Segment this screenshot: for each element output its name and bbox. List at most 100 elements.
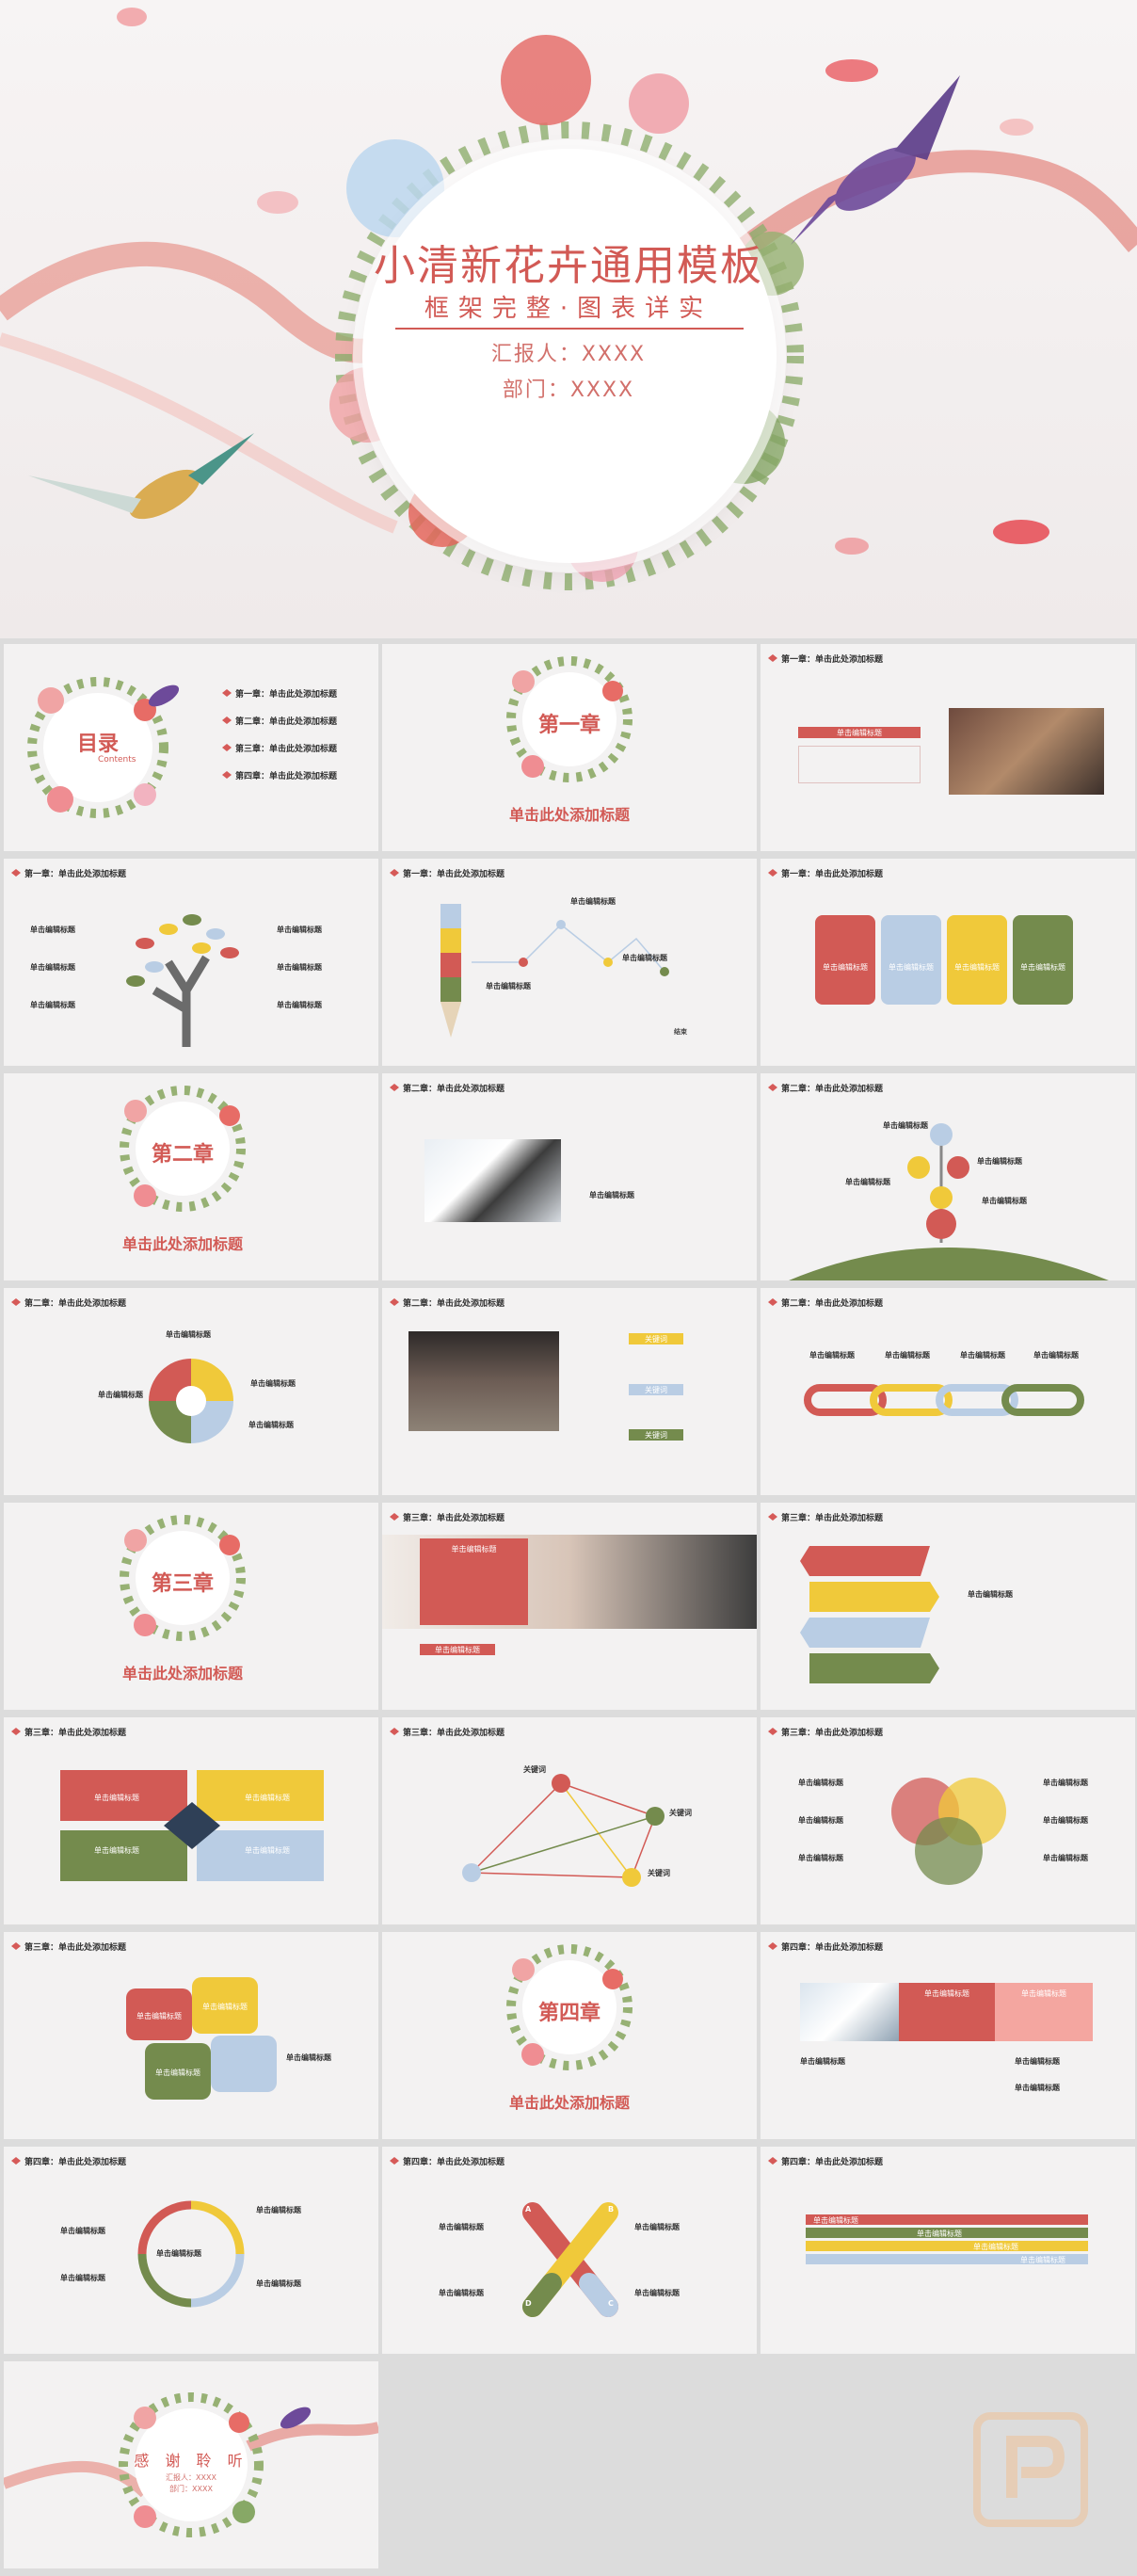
slide-header: 第一章：单击此处添加标题 <box>768 866 883 879</box>
cycle-label-bottom: 单击编辑标题 <box>248 1421 294 1429</box>
pencil-diagram <box>440 904 669 1038</box>
slide-chapter-1[interactable]: 第一章 单击此处添加标题 <box>382 644 757 851</box>
diamond-icon <box>768 1728 777 1735</box>
cycle-label-right: 单击编辑标题 <box>250 1379 296 1388</box>
step-bar-2-label: 单击编辑标题 <box>917 2230 962 2238</box>
text-card <box>420 1538 528 1625</box>
diamond-icon <box>768 1298 777 1306</box>
step-label-2: 单击编辑标题 <box>977 1157 1022 1166</box>
card-pink <box>995 1983 1093 2041</box>
slide-ch4-abcd[interactable]: 第四章：单击此处添加标题 A B C D 单击编辑标题 单击编辑标题 单击编辑标… <box>382 2147 757 2354</box>
slide-ch2-photo[interactable]: 第二章：单击此处添加标题 单击编辑标题 <box>382 1073 757 1280</box>
puzzle-label-1: 单击编辑标题 <box>136 2012 182 2021</box>
slide-ch4-steps[interactable]: 第四章：单击此处添加标题 单击编辑标题 单击编辑标题 单击编辑标题 单击编辑标题 <box>761 2147 1135 2354</box>
slide-toc[interactable]: 目录 Contents 第一章：单击此处添加标题 第二章：单击此处添加标题 第三… <box>4 644 378 851</box>
cycle-diagram <box>149 1359 233 1443</box>
slide-ch3-triangle[interactable]: 第三章：单击此处添加标题 关键词 关键词 关键词 <box>382 1717 757 1924</box>
step-label-4: 单击编辑标题 <box>982 1197 1027 1205</box>
quadrant-label-4: 单击编辑标题 <box>245 1846 290 1855</box>
slide-header: 第二章：单击此处添加标题 <box>768 1296 883 1309</box>
text-box <box>798 746 921 783</box>
toc-title: 目录 <box>77 733 120 756</box>
toc-item-4[interactable]: 第四章：单击此处添加标题 <box>222 768 337 781</box>
slide-ch1-tree[interactable]: 第一章：单击此处添加标题 单击编辑标题 单击编辑标题 单击编辑标题 单击编辑标题… <box>4 859 378 1066</box>
card-green-label: 单击编辑标题 <box>1020 963 1065 972</box>
triangle-label-1: 关键词 <box>523 1765 546 1774</box>
ending-title: 感 谢 聆 听 <box>134 2452 248 2470</box>
chapter-wreath <box>120 1086 246 1212</box>
pencil-end-label: 结束 <box>674 1028 687 1036</box>
card-blue <box>881 915 941 1005</box>
slide-ch1-cards[interactable]: 第一章：单击此处添加标题 单击编辑标题 单击编辑标题 单击编辑标题 单击编辑标题 <box>761 859 1135 1066</box>
pencil-label-3: 单击编辑标题 <box>622 954 667 962</box>
slide-ch2-chain[interactable]: 第二章：单击此处添加标题 单击编辑标题 单击编辑标题 单击编辑标题 单击编辑标题 <box>761 1288 1135 1495</box>
cover-department: 部门：XXXX <box>502 378 635 402</box>
keyword-bar-3 <box>629 1429 683 1441</box>
puzzle-label-2: 单击编辑标题 <box>202 2003 248 2011</box>
abcd-label-3: 单击编辑标题 <box>634 2223 680 2231</box>
slide-chapter-2[interactable]: 第二章 单击此处添加标题 <box>4 1073 378 1280</box>
chapter-title: 第一章 <box>537 714 601 737</box>
venn-label-6: 单击编辑标题 <box>1043 1854 1088 1862</box>
toc-item-2[interactable]: 第二章：单击此处添加标题 <box>222 714 337 727</box>
slide-ch4-ring[interactable]: 第四章：单击此处添加标题 单击编辑标题 单击编辑标题 单击编辑标题 单击编辑标题… <box>4 2147 378 2354</box>
keyword-label-3: 关键词 <box>645 1431 667 1440</box>
triangle-diagram <box>462 1774 665 1887</box>
venn-diagram <box>891 1778 1006 1885</box>
slide-ch1-pencil[interactable]: 第一章：单击此处添加标题 单击编辑标题 单击编辑标题 单击编辑标题 结束 <box>382 859 757 1066</box>
slide-ending[interactable]: 感 谢 聆 听 汇报人：XXXX 部门：XXXX <box>4 2361 378 2568</box>
ring-center-label: 单击编辑标题 <box>156 2249 201 2258</box>
slide-ch2-cycle[interactable]: 第二章：单击此处添加标题 单击编辑标题 单击编辑标题 单击编辑标题 单击编辑标题 <box>4 1288 378 1495</box>
photo-street <box>949 708 1104 795</box>
slide-header: 第三章：单击此处添加标题 <box>390 1510 504 1523</box>
cover-slide[interactable]: 小清新花卉通用模板 框架完整·图表详实 汇报人：XXXX 部门：XXXX <box>0 0 1137 638</box>
photo-alley <box>408 1331 559 1431</box>
chapter-subtitle: 单击此处添加标题 <box>121 1235 243 1253</box>
slide-ch4-cards[interactable]: 第四章：单击此处添加标题 单击编辑标题 单击编辑标题 单击编辑标题 单击编辑标题… <box>761 1932 1135 2139</box>
slide-header: 第三章：单击此处添加标题 <box>768 1510 883 1523</box>
chain-diagram <box>804 1384 1084 1416</box>
slide-ch3-puzzle[interactable]: 第三章：单击此处添加标题 单击编辑标题 单击编辑标题 单击编辑标题 单击编辑标题 <box>4 1932 378 2139</box>
toc-item-3[interactable]: 第三章：单击此处添加标题 <box>222 741 337 754</box>
card-pink-title: 单击编辑标题 <box>1021 1989 1066 1998</box>
ending-department: 部门：XXXX <box>169 2485 213 2493</box>
keyword-label-2: 关键词 <box>645 1386 667 1394</box>
slide-ch2-flower-steps[interactable]: 第二章：单击此处添加标题 单击编辑标题 单击编辑标题 单击编辑标题 单击编辑标题 <box>761 1073 1135 1280</box>
toc-item-1[interactable]: 第一章：单击此处添加标题 <box>222 686 337 700</box>
slide-ch3-keyboard[interactable]: 第三章：单击此处添加标题 单击编辑标题 单击编辑标题 <box>382 1503 757 1710</box>
diamond-icon <box>222 771 232 779</box>
step-bar-3 <box>806 2241 1088 2251</box>
cover-reporter: 汇报人：XXXX <box>490 343 647 366</box>
photo-chart <box>800 1983 899 2041</box>
slide-ch2-keywords[interactable]: 第二章：单击此处添加标题 关键词 关键词 关键词 <box>382 1288 757 1495</box>
slide-chapter-3[interactable]: 第三章 单击此处添加标题 <box>4 1503 378 1710</box>
cover-title: 小清新花卉通用模板 <box>374 242 763 290</box>
triangle-label-3: 关键词 <box>648 1869 670 1877</box>
chapter-subtitle: 单击此处添加标题 <box>508 806 630 824</box>
ring-label-2: 单击编辑标题 <box>60 2274 105 2282</box>
watermark-logo <box>973 2412 1088 2527</box>
tree-label-1: 单击编辑标题 <box>30 926 75 934</box>
slide-chapter-4[interactable]: 第四章 单击此处添加标题 <box>382 1932 757 2139</box>
chapter-title: 第三章 <box>151 1572 214 1596</box>
slide-ch3-venn[interactable]: 第三章：单击此处添加标题 单击编辑标题 单击编辑标题 单击编辑标题 单击编辑标题… <box>761 1717 1135 1924</box>
pencil-label-1: 单击编辑标题 <box>570 897 616 906</box>
diamond-icon <box>768 1084 777 1091</box>
venn-label-2: 单击编辑标题 <box>798 1816 843 1825</box>
chain-label-3: 单击编辑标题 <box>960 1351 1005 1360</box>
slide-ch3-ribbon[interactable]: 第三章：单击此处添加标题 单击编辑标题 <box>761 1503 1135 1710</box>
slide-header: 第三章：单击此处添加标题 <box>768 1725 883 1738</box>
diamond-icon <box>11 1298 21 1306</box>
slide-ch1-intro[interactable]: 第一章：单击此处添加标题 单击编辑标题 <box>761 644 1135 851</box>
tree-label-5: 单击编辑标题 <box>277 963 322 972</box>
chapter-subtitle: 单击此处添加标题 <box>508 2094 630 2112</box>
abcd-label-1: 单击编辑标题 <box>439 2223 484 2231</box>
card-yellow-label: 单击编辑标题 <box>954 963 1000 972</box>
ending-decoration <box>4 2392 378 2537</box>
slide-ch3-quadrant[interactable]: 第三章：单击此处添加标题 单击编辑标题 单击编辑标题 单击编辑标题 单击编辑标题 <box>4 1717 378 1924</box>
keyword-label-1: 关键词 <box>645 1335 667 1344</box>
slide-header: 第一章：单击此处添加标题 <box>768 652 883 665</box>
slide-header: 第四章：单击此处添加标题 <box>768 1940 883 1953</box>
diamond-icon <box>768 1942 777 1950</box>
ring-label-1: 单击编辑标题 <box>60 2227 105 2235</box>
